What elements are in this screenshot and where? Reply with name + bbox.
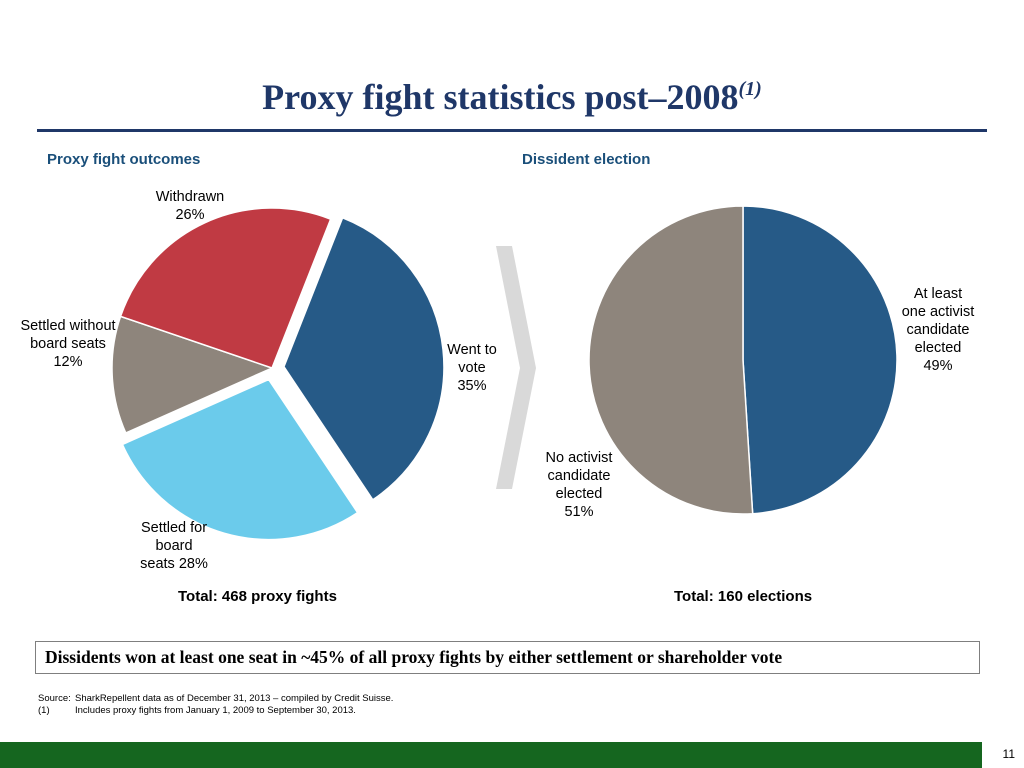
footer-bar bbox=[0, 742, 982, 768]
slide-title-text: Proxy fight statistics post–2008 bbox=[262, 77, 739, 117]
pie-1-slice-1-label: Went to vote 35% bbox=[447, 342, 497, 394]
source-text: SharkRepellent data as of December 31, 2… bbox=[75, 693, 394, 704]
source-key: Source: bbox=[38, 693, 71, 704]
key-finding-callout: Dissidents won at least one seat in ~45%… bbox=[35, 641, 980, 674]
title-footnote-marker: (1) bbox=[738, 78, 762, 100]
pie-2-slice-1-label: At least one activist candidate elected 49% bbox=[902, 286, 975, 374]
transition-chevron-arrow bbox=[496, 246, 536, 489]
pie-2-slice-2 bbox=[588, 205, 754, 515]
source-notes: Source: SharkRepellent data as of Decembe… bbox=[38, 693, 393, 717]
pie-2-slice-1 bbox=[742, 205, 898, 515]
title-rule bbox=[37, 129, 987, 132]
pie-1-slice-2 bbox=[121, 378, 359, 541]
charts-area: Went to vote 35% Settled for board seats 28% S… bbox=[20, 189, 975, 572]
pie-1-slice-4-label: Withdrawn 26% bbox=[156, 189, 225, 223]
footnote-key: (1) bbox=[38, 705, 50, 716]
footnote-text: Includes proxy fights from January 1, 20… bbox=[75, 705, 356, 716]
slide-title: Proxy fight statistics post–2008(1) bbox=[0, 76, 1024, 118]
outcomes-total-label: Total: 468 proxy fights bbox=[178, 588, 337, 605]
election-chart-heading: Dissident election bbox=[522, 151, 651, 168]
outcomes-chart-heading: Proxy fight outcomes bbox=[47, 151, 201, 168]
pie-1-slice-1 bbox=[283, 216, 445, 501]
pie-1-slice-4 bbox=[119, 207, 332, 369]
pie-1-slice-2-label: Settled for board seats 28% bbox=[140, 520, 208, 572]
pie-1-slice-3-label: Settled without board seats 12% bbox=[20, 318, 115, 370]
pie-1-slice-3 bbox=[111, 315, 275, 434]
pie-2-slice-2-label: No activist candidate elected 51% bbox=[546, 450, 613, 520]
page-number: 11 bbox=[1002, 747, 1015, 761]
elections-total-label: Total: 160 elections bbox=[674, 588, 813, 605]
